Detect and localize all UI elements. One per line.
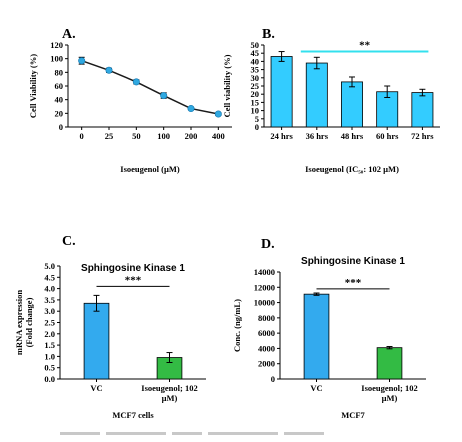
data-point — [214, 110, 222, 118]
bar — [305, 62, 328, 128]
y-tick-label: 0.5 — [44, 363, 55, 373]
y-tick-label: 35 — [251, 65, 260, 75]
x-tick-label: 0 — [80, 131, 84, 141]
y-tick-label: 6000 — [258, 328, 275, 338]
x-tick-label: 400 — [212, 131, 225, 141]
x-axis-label: Isoeugenol (µM) — [120, 164, 180, 174]
y-tick-label: 1.0 — [44, 351, 55, 361]
x-tick-label: 24 hrs — [270, 131, 293, 141]
y-axis-label: Cell Viability (%) — [28, 54, 38, 118]
series-line — [81, 60, 219, 115]
y-tick-label: 14000 — [254, 267, 275, 277]
y-tick-label: 60 — [55, 81, 64, 91]
x-tick-label: VC — [310, 383, 322, 393]
x-axis-label: MCF7 cells — [112, 410, 154, 420]
y-tick-label: 10 — [251, 106, 260, 116]
y-axis-label: (Fold change) — [24, 297, 34, 347]
x-tick-label: 72 hrs — [411, 131, 434, 141]
significance-label: ** — [359, 40, 371, 52]
y-tick-label: 0.0 — [44, 374, 55, 384]
panel-letter: A. — [62, 27, 76, 42]
y-tick-label: 40 — [55, 95, 64, 105]
data-point — [132, 78, 140, 86]
bar — [270, 56, 293, 128]
y-tick-label: 0 — [59, 122, 63, 132]
y-tick-label: 45 — [251, 48, 260, 58]
y-tick-label: 120 — [50, 40, 63, 50]
y-tick-label: 80 — [55, 67, 64, 77]
panel-letter: D. — [261, 237, 275, 252]
bar — [341, 81, 363, 128]
x-tick-label: Isoeugenol; 102 — [361, 383, 417, 393]
y-tick-label: 25 — [251, 81, 260, 91]
data-point — [78, 57, 86, 65]
y-tick-label: 4.0 — [44, 284, 55, 294]
y-tick-label: 2.0 — [44, 329, 55, 339]
y-tick-label: 5 — [255, 114, 259, 124]
chart-title: Sphingosine Kinase 1 — [81, 263, 185, 274]
y-tick-label: 12000 — [254, 282, 275, 292]
bar — [376, 347, 403, 380]
x-tick-label: µM) — [382, 393, 398, 403]
y-tick-label: 4000 — [258, 343, 275, 353]
bar — [303, 293, 330, 380]
y-tick-label: 0 — [271, 374, 275, 384]
y-tick-label: 40 — [251, 56, 260, 66]
significance-label: *** — [345, 277, 362, 289]
y-tick-label: 5.0 — [44, 261, 55, 271]
data-point — [105, 66, 113, 74]
cropped-caption-fragment — [60, 424, 400, 435]
y-tick-label: 4.5 — [44, 272, 55, 282]
y-tick-label: 30 — [251, 73, 260, 83]
y-tick-label: 0 — [255, 122, 259, 132]
y-tick-label: 20 — [55, 108, 64, 118]
y-tick-label: 1.5 — [44, 340, 55, 350]
y-tick-label: 100 — [50, 54, 63, 64]
y-tick-label: 3.5 — [44, 295, 55, 305]
panel-letter: B. — [262, 27, 275, 42]
y-axis-label: mRNA expression — [14, 290, 24, 356]
x-axis-label: Isoeugenol (IC₅₀: 102 µM) — [305, 164, 399, 174]
x-tick-label: VC — [90, 383, 102, 393]
data-point — [187, 105, 195, 113]
panel-a: A. 0 20 40 60 80 100 120 Cell Viability (%) Isoeu… — [28, 27, 232, 174]
x-tick-label: 100 — [157, 131, 170, 141]
y-axis-label: Cell viability (%) — [222, 54, 232, 117]
panel-letter: C. — [62, 234, 76, 249]
y-axis-label: Conc. (ng/mL) — [232, 299, 242, 352]
panel-c: C. Sphingosine Kinase 1 0.00.5 1.01.52.02.5… — [14, 234, 206, 420]
y-tick-label: 8000 — [258, 313, 275, 323]
bar — [411, 92, 434, 128]
y-tick-label: 2.5 — [44, 318, 55, 328]
significance-label: *** — [125, 274, 142, 286]
y-tick-label: 50 — [251, 40, 260, 50]
y-tick-label: 15 — [251, 97, 260, 107]
y-tick-label: 10000 — [254, 298, 275, 308]
chart-title: Sphingosine Kinase 1 — [301, 256, 405, 267]
y-tick-label: 2000 — [258, 359, 275, 369]
x-tick-label: 50 — [132, 131, 141, 141]
bar — [83, 302, 110, 380]
x-tick-label: 60 hrs — [376, 131, 399, 141]
y-tick-label: 3.0 — [44, 306, 55, 316]
panel-d: D. Sphingosine Kinase 1 0 2000 4000 6000 8000 1… — [232, 237, 426, 420]
data-point — [160, 92, 168, 100]
x-tick-label: µM) — [162, 393, 178, 403]
x-tick-label: 200 — [185, 131, 198, 141]
x-tick-label: 48 hrs — [341, 131, 364, 141]
x-axis-label: MCF7 — [341, 410, 365, 420]
y-tick-label: 20 — [251, 89, 260, 99]
x-tick-label: 25 — [105, 131, 114, 141]
x-tick-label: Isoeugenol; 102 — [141, 383, 197, 393]
x-tick-label: 36 hrs — [306, 131, 329, 141]
